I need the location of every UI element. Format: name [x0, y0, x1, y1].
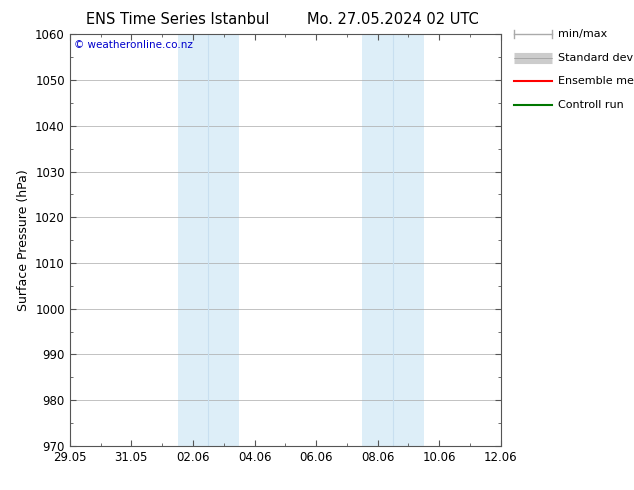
- Text: Ensemble mean run: Ensemble mean run: [558, 76, 634, 86]
- Text: ENS Time Series Istanbul: ENS Time Series Istanbul: [86, 12, 269, 27]
- Bar: [178, 34, 239, 446]
- Text: Mo. 27.05.2024 02 UTC: Mo. 27.05.2024 02 UTC: [307, 12, 479, 27]
- Text: Standard deviation: Standard deviation: [558, 53, 634, 63]
- Text: Controll run: Controll run: [558, 100, 624, 110]
- Bar: [362, 34, 424, 446]
- Text: min/max: min/max: [558, 29, 607, 39]
- Y-axis label: Surface Pressure (hPa): Surface Pressure (hPa): [16, 169, 30, 311]
- Text: © weatheronline.co.nz: © weatheronline.co.nz: [74, 41, 193, 50]
